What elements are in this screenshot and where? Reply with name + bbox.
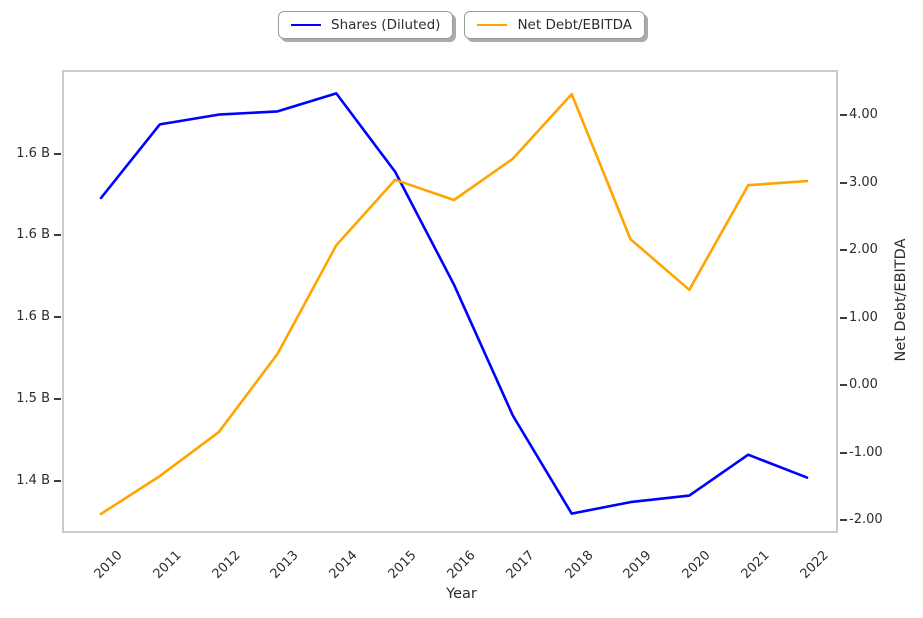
left-y-tick-label: 1.5 B	[16, 390, 50, 406]
legend-item: Shares (Diluted)	[278, 11, 454, 39]
left-y-tick-label: 1.6 B	[16, 309, 50, 324]
right-y-tickmark	[840, 316, 847, 319]
left-y-tick-label: 1.4 B	[16, 472, 50, 488]
right-y-axis-title: Net Debt/EBITDA	[893, 238, 909, 362]
legend: Shares (Diluted) Net Debt/EBITDA	[0, 11, 923, 39]
right-y-tickmark	[840, 249, 847, 251]
legend-label: Net Debt/EBITDA	[517, 17, 632, 33]
right-y-tick-label: 0.00	[849, 377, 878, 392]
right-y-tickmark	[840, 451, 847, 454]
series-line-net-debt-ebitda	[99, 92, 809, 516]
right-y-tick-label: 2.00	[849, 242, 878, 257]
right-y-tick-label: 3.00	[849, 174, 878, 190]
legend-line-swatch-icon	[477, 24, 508, 26]
right-y-tickmark	[840, 181, 847, 184]
right-y-tick-label: 4.00	[849, 107, 878, 122]
right-y-tick-label: -1.00	[849, 444, 883, 460]
left-y-tick-label: 1.6 B	[16, 145, 50, 161]
right-y-tickmark	[840, 384, 847, 386]
left-y-tickmark	[54, 479, 61, 482]
series-line-shares-diluted-	[99, 92, 809, 515]
right-y-tickmark	[840, 114, 847, 116]
legend-item: Net Debt/EBITDA	[464, 11, 645, 39]
left-y-tickmark	[54, 316, 61, 318]
left-y-tick-label: 1.6 B	[16, 227, 50, 243]
chart-canvas	[99, 92, 809, 516]
right-y-tick-label: 1.00	[849, 309, 878, 325]
legend-line-swatch-icon	[291, 24, 322, 26]
x-axis-title: Year	[446, 586, 477, 602]
left-y-tickmark	[54, 397, 61, 400]
right-y-tick-label: -2.00	[849, 512, 883, 527]
legend-label: Shares (Diluted)	[331, 17, 441, 33]
left-y-tickmark	[54, 152, 61, 155]
plot-area	[62, 70, 838, 533]
right-y-tickmark	[840, 519, 847, 521]
left-y-tickmark	[54, 234, 61, 237]
